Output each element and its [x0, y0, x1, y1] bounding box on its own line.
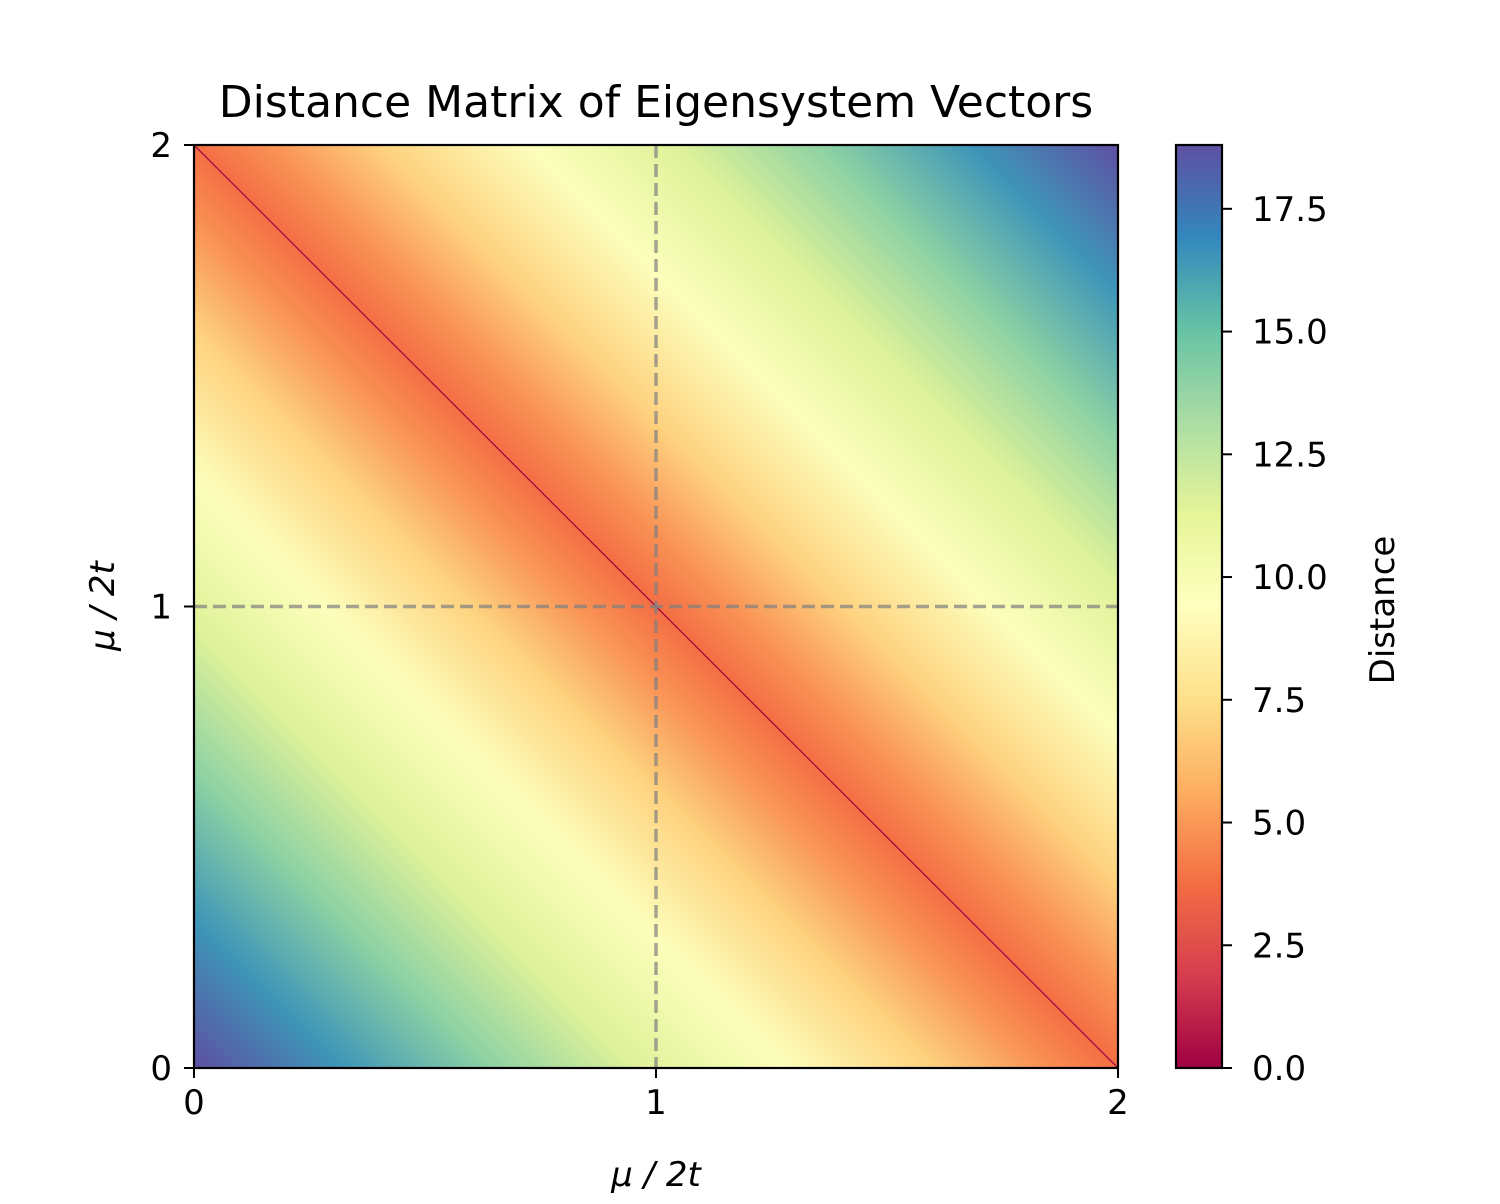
- x-axis-ticks: 0 1 2: [183, 1068, 1129, 1123]
- y-tick-label: 0: [150, 1049, 172, 1089]
- x-axis-label: μ / 2t: [610, 1155, 702, 1195]
- y-axis-ticks: 0 1 2: [150, 126, 194, 1089]
- colorbar-tick-label: 5.0: [1252, 804, 1306, 844]
- x-tick-label: 1: [645, 1083, 667, 1123]
- colorbar-tick-label: 2.5: [1252, 926, 1306, 966]
- colorbar-ticks: 0.0 2.5 5.0 7.5 10.0 12.5 15.0 17.5: [1222, 190, 1328, 1089]
- y-tick-label: 2: [150, 126, 172, 166]
- colorbar-label: Distance: [1363, 536, 1403, 685]
- colorbar-frame: [1174, 143, 1224, 1070]
- colorbar-tick-label: 12.5: [1252, 435, 1328, 475]
- colorbar: 0.0 2.5 5.0 7.5 10.0 12.5 15.0 17.5 Distance: [1174, 143, 1403, 1089]
- colorbar-tick-label: 17.5: [1252, 190, 1328, 230]
- reference-lines: [194, 145, 1118, 1068]
- y-tick-label: 1: [150, 588, 172, 628]
- colorbar-tick-label: 7.5: [1252, 681, 1306, 721]
- colorbar-tick-label: 15.0: [1252, 313, 1328, 353]
- colorbar-fill: [1176, 145, 1222, 1068]
- x-tick-label: 0: [183, 1083, 205, 1123]
- colorbar-tick-label: 10.0: [1252, 558, 1328, 598]
- chart-title: Distance Matrix of Eigensystem Vectors: [219, 77, 1093, 128]
- colorbar-tick-label: 0.0: [1252, 1049, 1306, 1089]
- y-axis-label: μ / 2t: [83, 560, 123, 652]
- x-tick-label: 2: [1107, 1083, 1129, 1123]
